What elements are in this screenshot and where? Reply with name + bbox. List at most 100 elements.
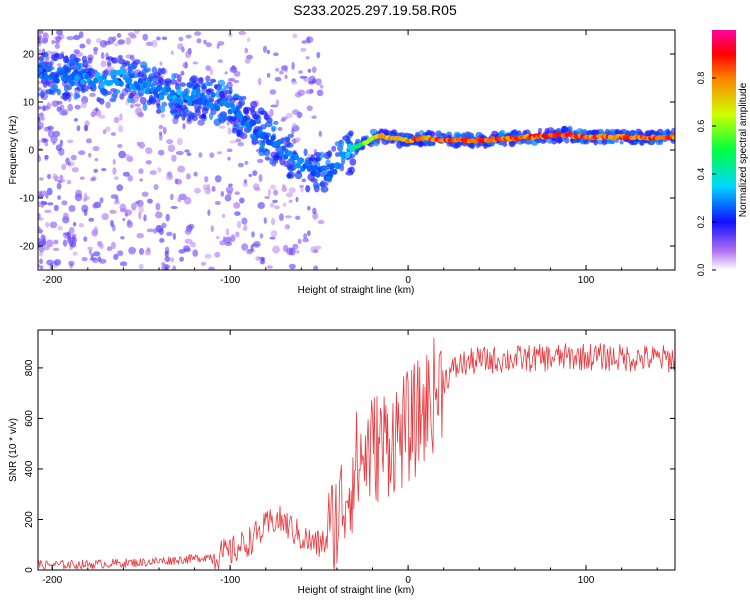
ridge-halo-blob: [197, 77, 204, 85]
noise-blob: [61, 163, 67, 171]
noise-blob: [83, 124, 89, 132]
noise-blob: [145, 147, 153, 155]
ridge-halo-blob: [143, 67, 152, 73]
ridge-core-blob: [80, 78, 86, 85]
noise-blob: [113, 116, 120, 124]
noise-blob: [203, 39, 207, 45]
ridge-core-blob: [78, 71, 84, 78]
noise-blob: [262, 45, 268, 53]
ridge-halo-blob: [205, 75, 211, 82]
noise-blob: [151, 39, 158, 48]
noise-blob: [209, 68, 214, 76]
noise-blob: [269, 202, 275, 208]
ridge-halo-blob: [426, 140, 432, 147]
noise-blob: [106, 66, 114, 71]
noise-blob: [225, 186, 234, 194]
noise-blob: [66, 180, 72, 185]
ridge-core-blob: [276, 139, 282, 146]
ridge-core-blob: [308, 164, 314, 171]
noise-blob: [158, 149, 165, 156]
noise-blob: [69, 226, 75, 234]
noise-blob: [271, 217, 276, 226]
noise-blob: [238, 30, 247, 36]
noise-blob: [180, 70, 185, 76]
noise-blob: [38, 105, 43, 110]
ridge-core-blob: [304, 160, 310, 167]
noise-blob: [55, 144, 63, 152]
ridge-halo-blob: [349, 158, 357, 166]
noise-blob: [291, 128, 295, 135]
noise-blob: [138, 263, 144, 270]
ridge-halo-blob: [608, 128, 616, 135]
ridge-core-blob: [229, 102, 235, 109]
noise-blob: [139, 178, 143, 182]
ridge-halo-blob: [491, 130, 499, 137]
noise-blob: [237, 141, 245, 147]
ridge-halo-blob: [218, 91, 226, 98]
noise-blob: [92, 145, 100, 152]
noise-blob: [164, 256, 171, 262]
ridge-halo-blob: [125, 60, 130, 66]
noise-blob: [93, 226, 99, 235]
ridge-halo-blob: [228, 86, 233, 95]
ridge-halo-blob: [542, 138, 548, 143]
ridge-core-blob: [146, 81, 152, 87]
y-tick-label: 800: [24, 359, 35, 376]
ridge-core-blob: [174, 97, 180, 104]
noise-blob: [134, 30, 140, 35]
ridge-halo-blob: [110, 88, 117, 93]
ridge-halo-blob: [264, 121, 273, 128]
ridge-core-blob: [118, 80, 124, 87]
noise-blob: [113, 253, 119, 260]
ridge-core-blob: [110, 70, 116, 77]
ridge-halo-blob: [111, 57, 119, 64]
noise-blob: [196, 38, 202, 44]
noise-blob: [38, 194, 44, 198]
x-tick-label: -100: [220, 575, 240, 586]
noise-blob: [186, 173, 191, 180]
noise-blob: [255, 256, 261, 262]
noise-blob: [266, 72, 271, 78]
noise-blob: [146, 228, 154, 233]
noise-blob: [119, 261, 128, 267]
ridge-halo-blob: [576, 128, 584, 135]
ridge-halo-blob: [102, 89, 109, 97]
noise-blob: [81, 204, 89, 213]
noise-blob: [306, 36, 311, 44]
noise-blob: [218, 125, 226, 129]
noise-blob: [109, 209, 115, 214]
noise-blob: [263, 217, 267, 224]
ridge-core-blob: [313, 165, 319, 171]
noise-blob: [101, 168, 107, 172]
snr-ylabel: SNR (10 * v/v): [8, 418, 19, 482]
ridge-halo-blob: [331, 145, 337, 152]
ridge-halo-blob: [156, 103, 161, 109]
noise-blob: [273, 52, 279, 57]
ridge-core-blob: [327, 170, 334, 177]
ridge-core-blob: [69, 80, 75, 87]
ridge-halo-blob: [106, 61, 112, 67]
ridge-halo-blob: [250, 105, 255, 113]
noise-blob: [226, 148, 233, 153]
ridge-core-blob: [321, 165, 327, 172]
noise-blob: [131, 202, 137, 211]
noise-blob: [200, 261, 207, 266]
y-tick-label: -10: [20, 194, 35, 205]
noise-blob: [157, 167, 162, 173]
noise-blob: [92, 203, 98, 209]
ridge-core-blob: [238, 113, 244, 120]
ridge-core-blob: [176, 89, 182, 96]
noise-blob: [79, 176, 85, 180]
ridge-core-blob: [178, 99, 184, 106]
ridge-halo-blob: [186, 82, 194, 89]
ridge-halo-blob: [264, 113, 269, 121]
ridge-halo-blob: [206, 89, 212, 96]
noise-blob: [220, 190, 224, 197]
ridge-halo-blob: [146, 99, 152, 106]
ridge-core-blob: [225, 102, 231, 109]
noise-blob: [94, 158, 99, 162]
ridge-core-blob: [46, 66, 52, 73]
noise-blob: [192, 61, 199, 65]
noise-blob: [305, 56, 310, 60]
ridge-core-blob: [159, 94, 165, 101]
